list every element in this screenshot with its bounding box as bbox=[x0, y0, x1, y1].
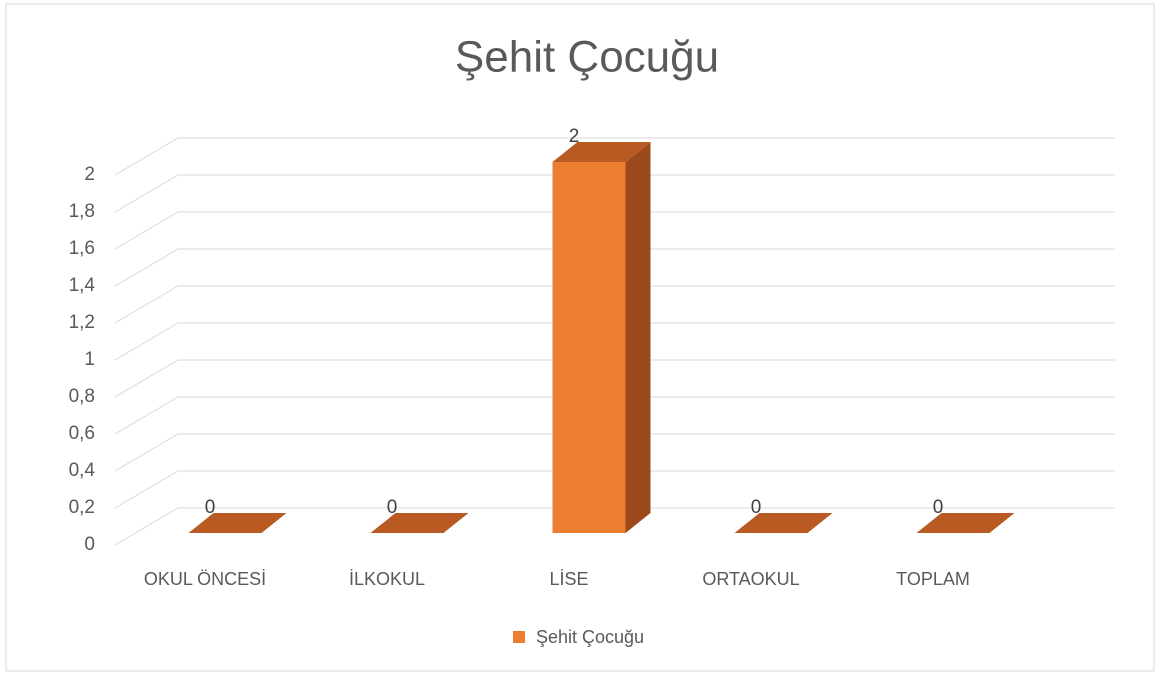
y-tick-label: 0,8 bbox=[69, 386, 95, 407]
grid-line bbox=[114, 211, 179, 250]
grid-line bbox=[114, 137, 179, 176]
x-tick-label: LİSE bbox=[549, 569, 588, 589]
bar-top bbox=[188, 513, 287, 533]
x-tick-label: ORTAOKUL bbox=[702, 569, 799, 589]
bar-top bbox=[734, 513, 833, 533]
x-tick-label: OKUL ÖNCESİ bbox=[144, 569, 266, 589]
bar-top bbox=[370, 513, 469, 533]
bar-top bbox=[916, 513, 1015, 533]
y-tick-label: 0,6 bbox=[69, 423, 95, 444]
data-label: 2 bbox=[569, 126, 580, 147]
y-tick-label: 0,4 bbox=[69, 460, 96, 481]
data-label: 0 bbox=[205, 497, 216, 518]
y-tick-label: 1,8 bbox=[69, 201, 95, 222]
grid-line bbox=[114, 433, 179, 472]
y-tick-label: 1 bbox=[84, 349, 95, 370]
grid-line bbox=[114, 470, 179, 509]
x-tick-label: İLKOKUL bbox=[349, 569, 425, 589]
chart-title: Şehit Çocuğu bbox=[455, 33, 719, 82]
y-tick-label: 1,2 bbox=[69, 312, 95, 333]
y-tick-label: 0,2 bbox=[69, 497, 95, 518]
data-label: 0 bbox=[751, 497, 762, 518]
grid-line bbox=[114, 359, 179, 398]
legend-label: Şehit Çocuğu bbox=[536, 627, 644, 647]
bar-side bbox=[625, 142, 651, 533]
grid-line bbox=[114, 507, 179, 546]
grid-line bbox=[114, 285, 179, 324]
grid-line bbox=[114, 248, 179, 287]
x-tick-label: TOPLAM bbox=[896, 569, 970, 589]
grid-line bbox=[114, 174, 179, 213]
y-tick-label: 2 bbox=[84, 164, 95, 185]
data-label: 0 bbox=[387, 497, 398, 518]
y-tick-label: 1,6 bbox=[69, 238, 95, 259]
bar-top bbox=[552, 142, 651, 162]
grid-line bbox=[114, 322, 179, 361]
grid-line bbox=[114, 396, 179, 435]
data-label: 0 bbox=[933, 497, 944, 518]
legend-swatch bbox=[513, 631, 525, 643]
bar bbox=[552, 162, 626, 533]
y-tick-label: 0 bbox=[84, 534, 95, 555]
y-tick-label: 1,4 bbox=[69, 275, 96, 296]
